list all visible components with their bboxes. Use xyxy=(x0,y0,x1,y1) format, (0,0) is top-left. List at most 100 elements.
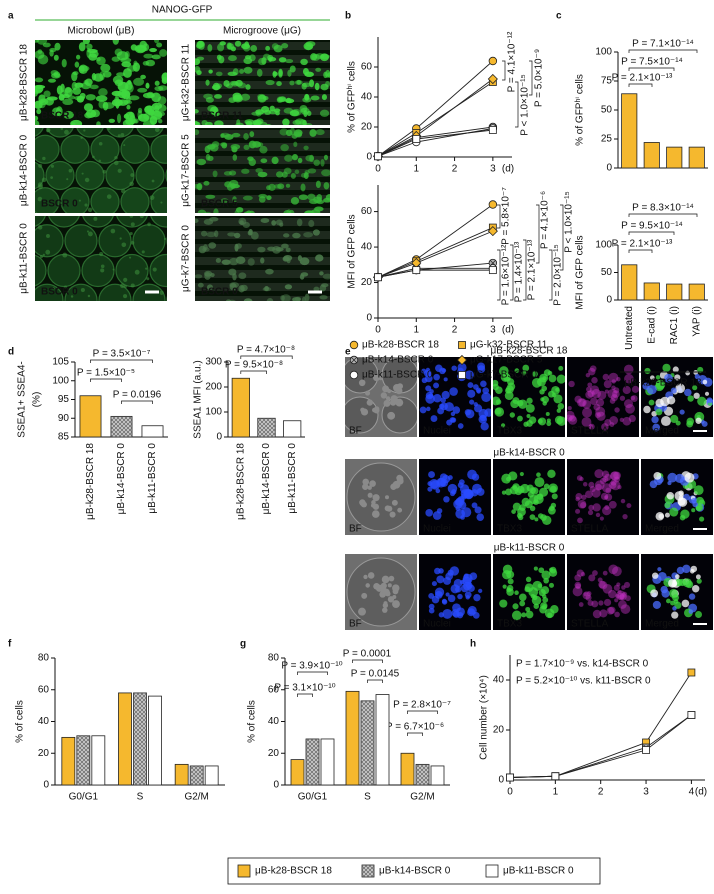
cell-dot xyxy=(114,156,118,160)
cell-blob xyxy=(80,82,91,90)
cell xyxy=(654,381,665,392)
cell-blob xyxy=(200,230,208,237)
cell-blob xyxy=(55,106,63,117)
cell xyxy=(549,582,554,588)
panel-label: f xyxy=(8,639,12,650)
cell-dot xyxy=(123,277,128,282)
cell xyxy=(662,363,671,372)
y-tick-label: 100 xyxy=(52,375,69,386)
cell xyxy=(543,483,550,490)
x-tick-label: 1 xyxy=(553,787,559,798)
cell-blob xyxy=(275,171,284,178)
cell xyxy=(609,416,619,425)
cell-blob xyxy=(264,286,269,292)
bowl xyxy=(132,283,166,301)
bar xyxy=(305,738,320,786)
cell xyxy=(371,500,376,505)
cell xyxy=(493,396,501,406)
cell xyxy=(599,581,608,590)
cell-blob xyxy=(214,230,219,238)
cell xyxy=(575,583,581,590)
bowl xyxy=(60,134,90,164)
cell-blob xyxy=(229,257,239,266)
legend-marker xyxy=(349,340,359,350)
cell-blob xyxy=(319,284,327,292)
series-line xyxy=(377,128,493,157)
image-label: μG-k7-BSCR 0 xyxy=(181,225,192,292)
cell xyxy=(428,393,434,399)
cell-blob xyxy=(249,131,255,138)
cell xyxy=(392,588,399,595)
cell-dot xyxy=(154,128,160,133)
cell-blob xyxy=(301,82,307,90)
cell xyxy=(431,581,437,587)
groove xyxy=(195,68,330,76)
cell-blob xyxy=(293,141,298,148)
y-tick-label: 20 xyxy=(268,748,280,759)
bracket xyxy=(628,249,653,253)
cell-blob xyxy=(116,72,126,77)
y-tick-label: 0 xyxy=(216,432,222,443)
cell xyxy=(675,473,685,484)
image-label: μB-k14-BSCR 0 xyxy=(19,134,30,206)
cell-blob xyxy=(319,295,328,300)
cell xyxy=(557,402,565,410)
cell xyxy=(626,503,632,509)
cell-blob xyxy=(291,108,302,117)
cell-blob xyxy=(83,103,94,112)
y-tick-label: 90 xyxy=(58,413,70,424)
cell xyxy=(617,485,622,490)
cell xyxy=(365,390,371,396)
cell xyxy=(381,575,390,584)
y-axis-label: % of cells xyxy=(15,700,26,743)
bar xyxy=(688,146,705,169)
y-tick-label: 60 xyxy=(38,684,50,695)
cell-blob xyxy=(275,247,284,252)
cell xyxy=(505,387,511,394)
y-tick-label: 0 xyxy=(606,163,612,174)
cell xyxy=(428,603,435,610)
cell xyxy=(480,422,489,431)
legend-marker xyxy=(349,370,359,380)
row-title: μB-k14-BSCR 0 xyxy=(493,448,565,459)
cell-dot xyxy=(141,250,145,254)
image-inset: BSCR 5 xyxy=(201,199,238,210)
series-line xyxy=(377,78,494,157)
cell-blob xyxy=(206,144,216,150)
cell-dot xyxy=(46,234,50,238)
cell-blob xyxy=(256,68,263,77)
p-value: P = 1.7×10⁻⁹ vs. k14-BSCR 0 xyxy=(516,659,649,670)
bar xyxy=(231,377,250,438)
cell xyxy=(585,372,591,378)
cell xyxy=(476,513,485,521)
cell-blob xyxy=(235,243,242,249)
x-tick-label: μB-k11-BSCR 0 xyxy=(147,443,158,514)
cell xyxy=(588,504,595,511)
cell xyxy=(579,476,584,482)
cell xyxy=(625,403,635,414)
cell xyxy=(612,566,622,577)
p-value: P < 1.0×10⁻¹⁵ xyxy=(520,74,531,136)
cell xyxy=(531,595,542,606)
cell xyxy=(589,365,597,372)
cell-blob xyxy=(59,90,69,97)
cell xyxy=(591,388,601,399)
cell xyxy=(666,491,675,500)
cell xyxy=(643,405,651,414)
cell-blob xyxy=(159,49,167,57)
cell xyxy=(445,592,450,597)
cell xyxy=(592,609,602,619)
cell xyxy=(425,509,433,517)
cell-blob xyxy=(225,299,232,301)
cell-blob xyxy=(241,168,250,174)
cell xyxy=(608,589,617,599)
cell xyxy=(358,379,366,387)
data-point xyxy=(487,73,498,85)
cell xyxy=(624,373,634,384)
cell-dot xyxy=(60,128,64,131)
cell-blob xyxy=(108,118,115,123)
p-value: P = 0.0145 xyxy=(351,669,400,680)
cell xyxy=(574,574,582,582)
cell xyxy=(588,423,595,430)
cell-blob xyxy=(243,298,253,301)
